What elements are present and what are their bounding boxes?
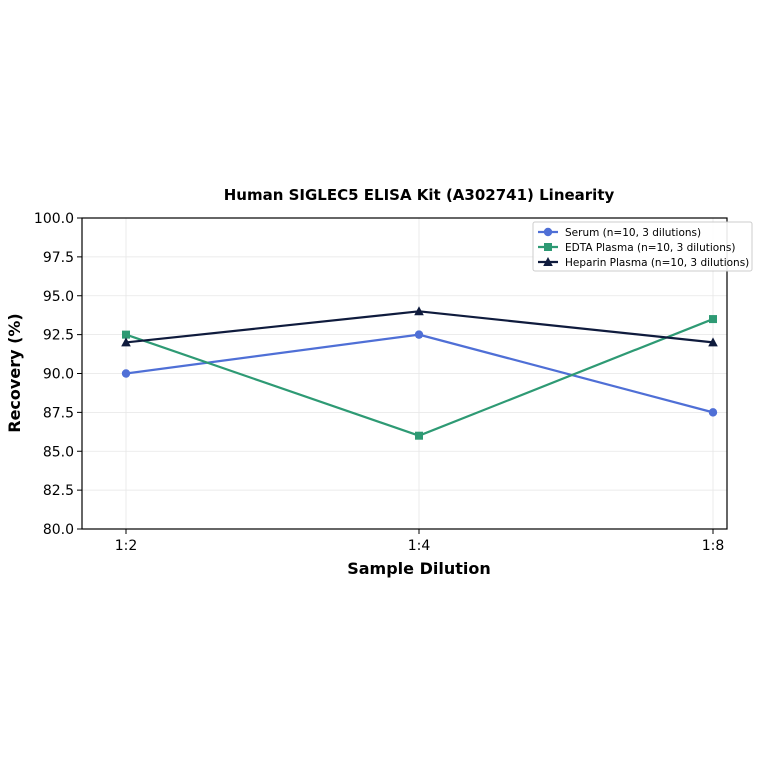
y-tick-label: 82.5 [43,483,74,499]
data-point [122,330,130,339]
x-tick-label: 1:8 [702,538,725,554]
legend-item: Serum (n=10, 3 dilutions) [538,227,701,239]
y-axis-ticks: 80.0 82.5 85.0 87.5 90.0 92.5 95.0 97.5 100.0 [34,211,82,538]
y-tick-label: 95.0 [43,289,74,305]
series-3 [121,306,718,347]
series-layer [121,306,718,440]
series-2 [122,315,717,440]
legend-label: Heparin Plasma (n=10, 3 dilutions) [565,257,749,269]
data-point [121,369,131,378]
legend-marker [544,243,552,251]
data-point [708,337,718,347]
x-tick-label: 1:4 [408,538,431,554]
y-axis-title: Recovery (%) [5,313,24,432]
x-axis-ticks: 1:2 1:4 1:8 [115,529,725,554]
y-tick-label: 80.0 [43,522,74,538]
legend-marker [543,257,553,266]
series-1 [121,330,718,417]
legend-label: EDTA Plasma (n=10, 3 dilutions) [565,242,735,254]
data-point [709,315,717,324]
legend-item: Heparin Plasma (n=10, 3 dilutions) [538,257,749,269]
x-axis-title: Sample Dilution [347,559,491,578]
y-tick-label: 97.5 [43,250,74,266]
y-tick-label: 90.0 [43,367,74,383]
y-tick-label: 85.0 [43,444,74,460]
legend-box [532,221,753,272]
data-point [121,337,131,347]
data-point [415,431,423,440]
legend-marker [543,227,553,237]
chart-title: Human SIGLEC5 ELISA Kit (A302741) Linear… [224,186,615,204]
data-point [414,330,424,339]
y-tick-label: 92.5 [43,328,74,344]
legend: Serum (n=10, 3 dilutions) EDTA Plasma (n=… [532,221,753,272]
y-tick-label: 87.5 [43,405,74,421]
data-point [708,408,718,417]
x-tick-label: 1:2 [115,538,138,554]
data-point [414,306,424,316]
y-tick-label: 100.0 [34,211,74,227]
legend-label: Serum (n=10, 3 dilutions) [565,227,701,239]
legend-item: EDTA Plasma (n=10, 3 dilutions) [538,242,735,254]
